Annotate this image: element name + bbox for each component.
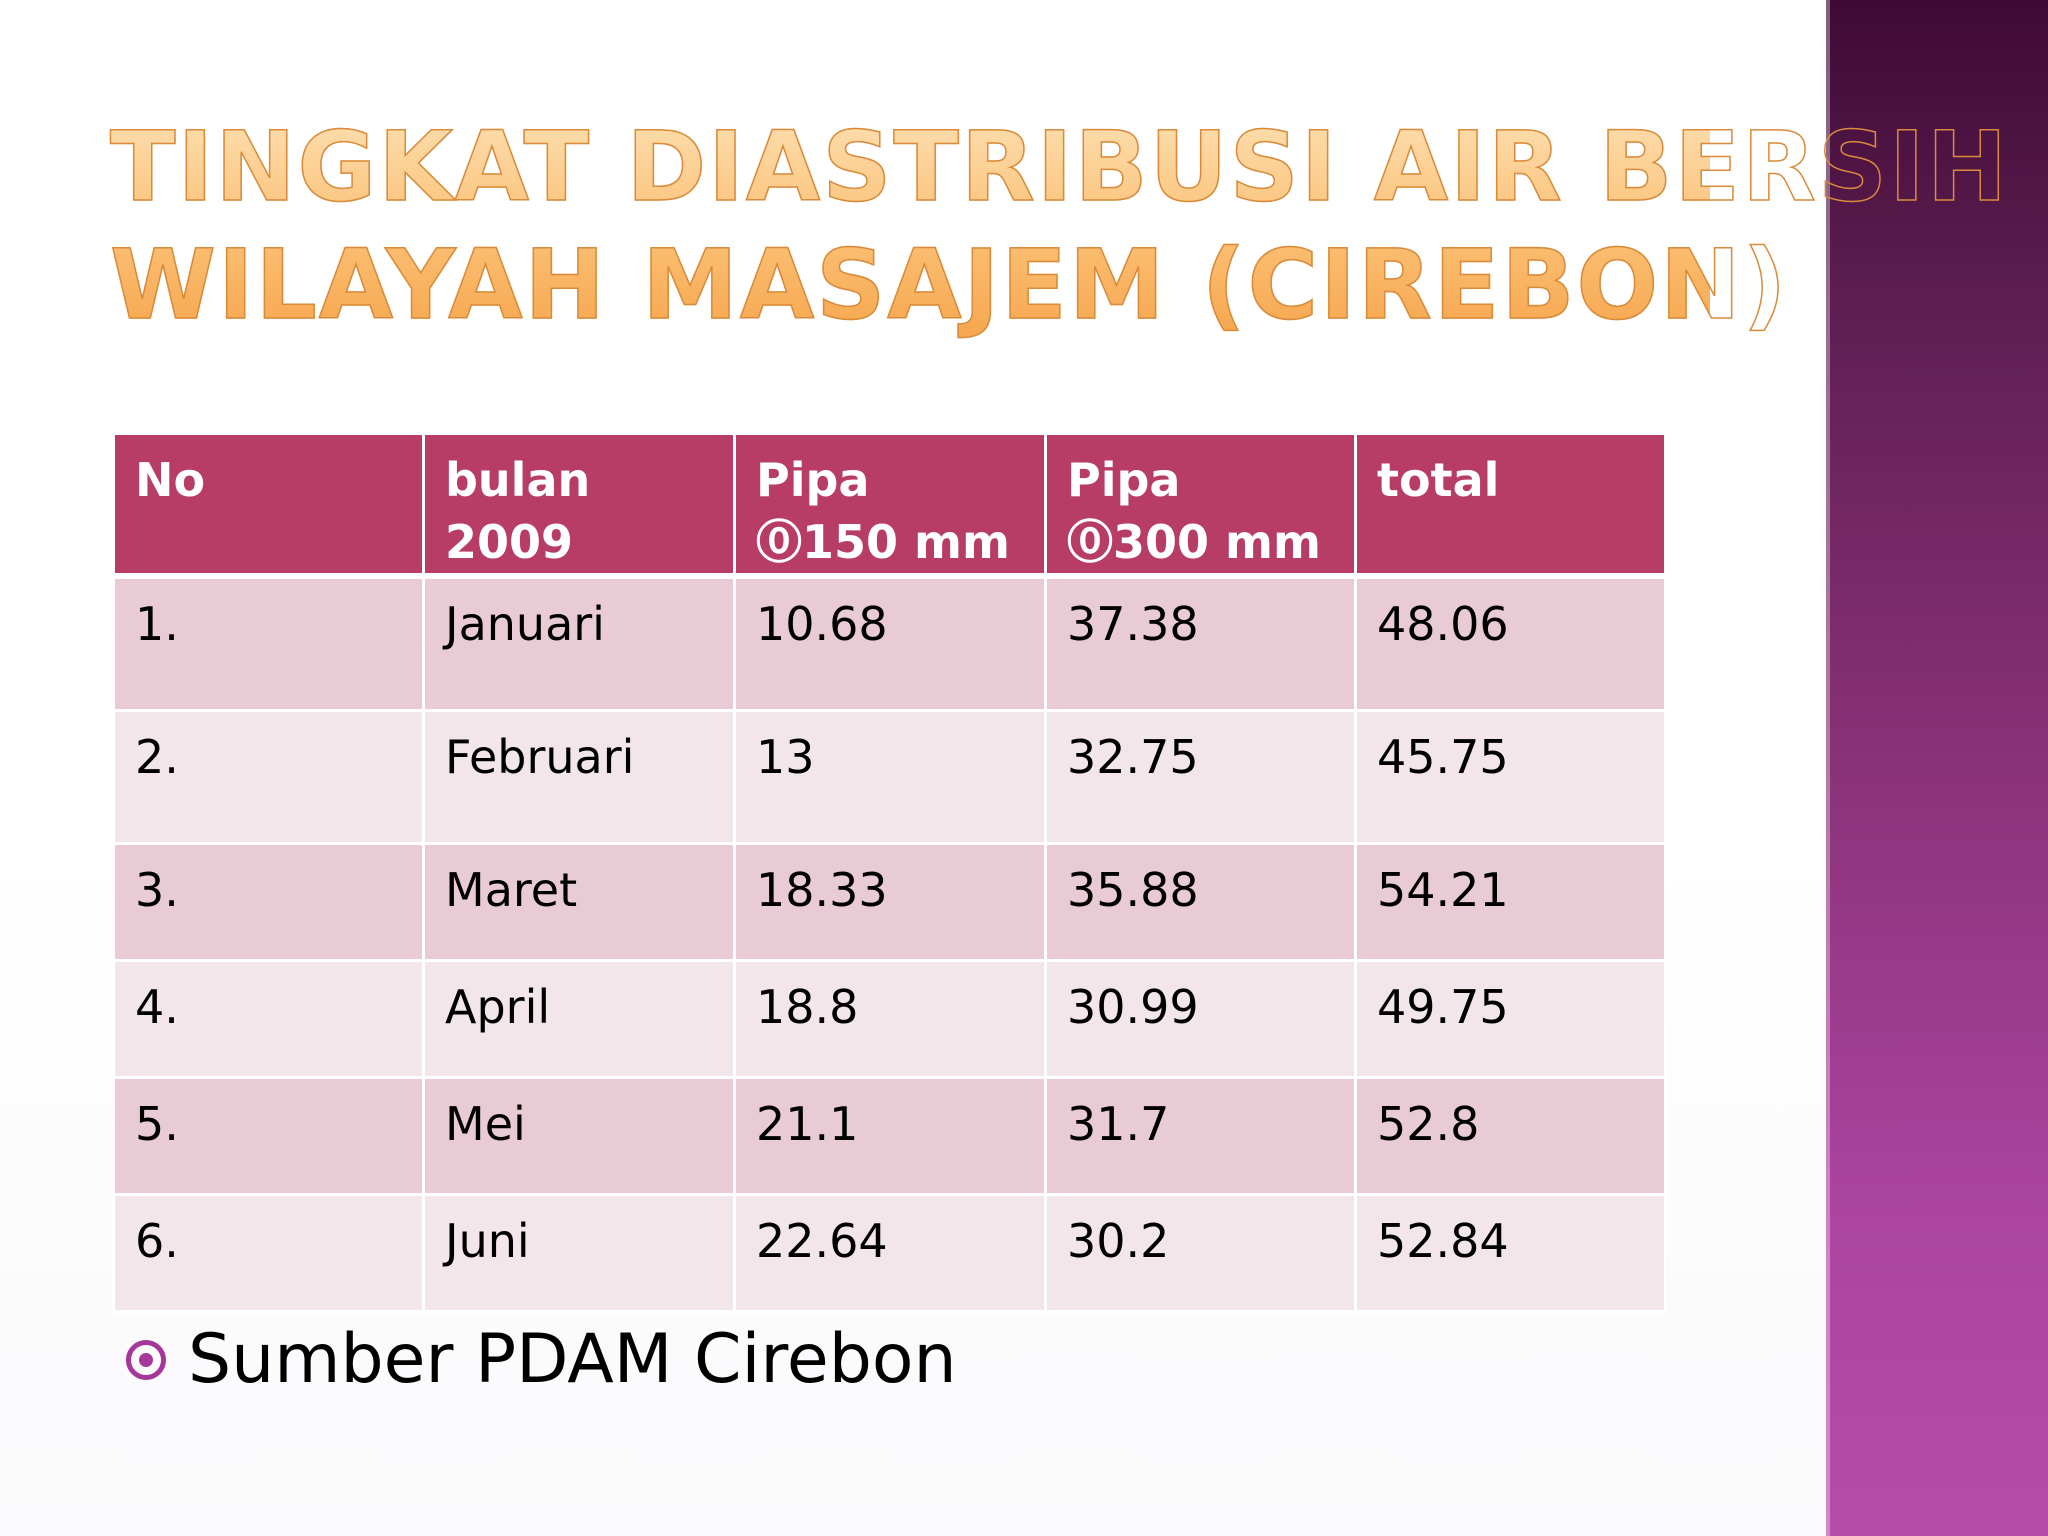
header-pipa-150: Pipa ⓪150 mm bbox=[733, 432, 1047, 579]
cell-total: 48.06 bbox=[1354, 574, 1667, 712]
table-row: 6. Juni 22.64 30.2 52.84 bbox=[112, 1193, 1667, 1313]
cell-pipa-300: 30.2 bbox=[1044, 1193, 1357, 1313]
cell-pipa-300: 37.38 bbox=[1044, 574, 1357, 712]
header-bulan: bulan 2009 bbox=[422, 432, 736, 579]
source-note: Sumber PDAM Cirebon bbox=[126, 1320, 957, 1399]
distribution-table: No bulan 2009 Pipa ⓪150 mm Pipa ⓪300 mm … bbox=[112, 432, 1667, 1313]
cell-total: 54.21 bbox=[1354, 842, 1667, 962]
cell-no: 2. bbox=[112, 709, 425, 845]
cell-pipa-300: 31.7 bbox=[1044, 1076, 1357, 1196]
cell-bulan: Mei bbox=[422, 1076, 736, 1196]
table-row: 1. Januari 10.68 37.38 48.06 bbox=[112, 574, 1667, 712]
header-total: total bbox=[1354, 432, 1667, 579]
cell-pipa-150: 18.33 bbox=[733, 842, 1047, 962]
cell-bulan: Maret bbox=[422, 842, 736, 962]
cell-bulan: Februari bbox=[422, 709, 736, 845]
decorative-side-band bbox=[1826, 0, 2048, 1536]
cell-no: 1. bbox=[112, 574, 425, 712]
header-no: No bbox=[112, 432, 425, 579]
cell-pipa-150: 10.68 bbox=[733, 574, 1047, 712]
header-pipa-300: Pipa ⓪300 mm bbox=[1044, 432, 1357, 579]
slide-title: TINGKAT DIASTRIBUSI AIR BERSIH WILAYAH M… bbox=[109, 108, 2010, 344]
cell-pipa-300: 30.99 bbox=[1044, 959, 1357, 1079]
cell-pipa-300: 35.88 bbox=[1044, 842, 1357, 962]
cell-total: 49.75 bbox=[1354, 959, 1667, 1079]
cell-total: 52.8 bbox=[1354, 1076, 1667, 1196]
cell-bulan: April bbox=[422, 959, 736, 1079]
cell-no: 4. bbox=[112, 959, 425, 1079]
table-row: 3. Maret 18.33 35.88 54.21 bbox=[112, 842, 1667, 962]
table-row: 5. Mei 21.1 31.7 52.8 bbox=[112, 1076, 1667, 1196]
cell-pipa-150: 22.64 bbox=[733, 1193, 1047, 1313]
circle-dot-bullet-icon bbox=[126, 1339, 166, 1380]
cell-total: 52.84 bbox=[1354, 1193, 1667, 1313]
cell-pipa-150: 18.8 bbox=[733, 959, 1047, 1079]
cell-pipa-300: 32.75 bbox=[1044, 709, 1357, 845]
cell-bulan: Juni bbox=[422, 1193, 736, 1313]
table-row: 2. Februari 13 32.75 45.75 bbox=[112, 709, 1667, 845]
cell-no: 5. bbox=[112, 1076, 425, 1196]
cell-pipa-150: 21.1 bbox=[733, 1076, 1047, 1196]
table-header-row: No bulan 2009 Pipa ⓪150 mm Pipa ⓪300 mm … bbox=[112, 432, 1667, 579]
source-text: Sumber PDAM Cirebon bbox=[188, 1320, 957, 1399]
title-line-2: WILAYAH MASAJEM (CIREBON) bbox=[109, 228, 1789, 342]
cell-no: 6. bbox=[112, 1193, 425, 1313]
cell-pipa-150: 13 bbox=[733, 709, 1047, 845]
cell-total: 45.75 bbox=[1354, 709, 1667, 845]
cell-no: 3. bbox=[112, 842, 425, 962]
cell-bulan: Januari bbox=[422, 574, 736, 712]
title-line-1: TINGKAT DIASTRIBUSI AIR BERSIH bbox=[109, 110, 2010, 224]
table-row: 4. April 18.8 30.99 49.75 bbox=[112, 959, 1667, 1079]
